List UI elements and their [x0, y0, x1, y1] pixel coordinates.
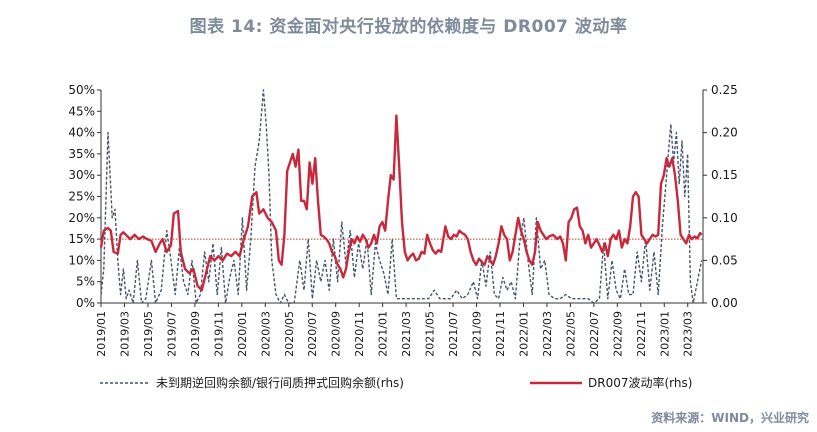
- x-tick-label: 2021/05: [424, 311, 437, 357]
- right-tick-label: 0.20: [711, 126, 738, 140]
- x-tick-label: 2022/03: [541, 311, 554, 357]
- x-tick-label: 2021/07: [447, 311, 460, 357]
- left-tick-label: 30%: [68, 168, 95, 182]
- x-tick-label: 2019/05: [142, 311, 155, 357]
- source-note: 资料来源：WIND，兴业研究: [651, 411, 809, 425]
- left-tick-label: 15%: [68, 232, 95, 246]
- left-axis: 0% 5% 10% 15% 20% 25% 30% 35% 40% 45% 50%: [68, 83, 101, 310]
- left-tick-label: 35%: [68, 147, 95, 161]
- x-tick-label: 2022/07: [588, 311, 601, 357]
- x-tick-label: 2023/01: [658, 311, 671, 357]
- x-tick-label: 2020/03: [259, 311, 272, 357]
- left-tick-label: 45%: [68, 104, 95, 118]
- x-tick-label: 2020/07: [306, 311, 319, 357]
- right-axis: 0.00 0.05 0.10 0.15 0.20 0.25: [703, 83, 738, 310]
- x-tick-label: 2020/11: [353, 311, 366, 357]
- x-tick-label: 2021/03: [400, 311, 413, 357]
- x-tick-label: 2022/09: [611, 311, 624, 357]
- x-tick-label: 2019/01: [95, 311, 108, 357]
- right-tick-label: 0.10: [711, 211, 738, 225]
- series-layer: [99, 89, 703, 304]
- x-tick-label: 2019/11: [212, 311, 225, 357]
- x-tick-label: 2021/11: [494, 311, 507, 357]
- legend-label-reverse-repo: 未到期逆回购余额/银行间质押式回购余额(rhs): [156, 375, 404, 390]
- x-tick-label: 2021/01: [377, 311, 390, 357]
- right-tick-label: 0.25: [711, 83, 738, 97]
- dr007-volatility-line: [99, 114, 703, 292]
- x-tick-label: 2022/11: [635, 311, 648, 357]
- right-tick-label: 0.15: [711, 168, 738, 182]
- x-tick-label: 2019/07: [165, 311, 178, 357]
- x-tick-label: 2021/09: [471, 311, 484, 357]
- left-tick-label: 50%: [68, 83, 95, 97]
- legend-label-dr007: DR007波动率(rhs): [588, 375, 692, 390]
- x-tick-label: 2022/01: [517, 311, 530, 357]
- x-tick-label: 2019/03: [118, 311, 131, 357]
- x-axis: 2019/01 2019/03 2019/05 2019/07 2019/09 2019/…: [95, 303, 695, 357]
- left-tick-label: 0%: [76, 296, 95, 310]
- x-tick-label: 2020/01: [236, 311, 249, 357]
- x-tick-label: 2020/05: [283, 311, 296, 357]
- x-tick-label: 2022/05: [564, 311, 577, 357]
- right-tick-label: 0.00: [711, 296, 738, 310]
- legend: 未到期逆回购余额/银行间质押式回购余额(rhs) DR007波动率(rhs): [100, 375, 692, 390]
- x-tick-label: 2023/03: [682, 311, 695, 357]
- left-tick-label: 5%: [76, 275, 95, 289]
- left-tick-label: 10%: [68, 253, 95, 267]
- x-tick-label: 2019/09: [189, 311, 202, 357]
- left-tick-label: 20%: [68, 211, 95, 225]
- left-tick-label: 25%: [68, 190, 95, 204]
- chart-title: 图表 14: 资金面对央行投放的依赖度与 DR007 波动率: [189, 17, 628, 37]
- x-tick-label: 2020/09: [330, 311, 343, 357]
- left-tick-label: 40%: [68, 126, 95, 140]
- right-tick-label: 0.05: [711, 253, 738, 267]
